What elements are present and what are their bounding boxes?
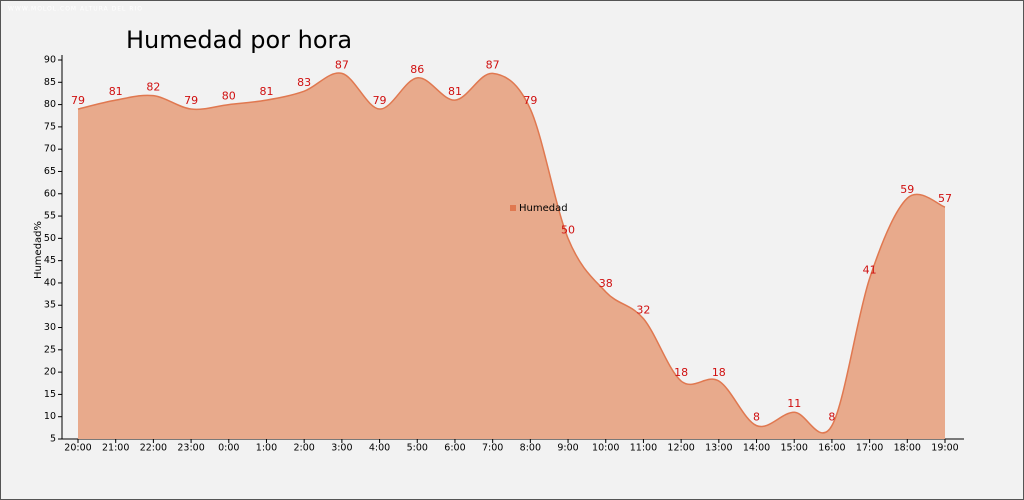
legend-swatch	[510, 205, 516, 211]
x-tick-label: 23:00	[177, 443, 204, 454]
x-tick-label: 14:00	[743, 443, 770, 454]
x-tick-label: 5:00	[407, 443, 428, 454]
value-label: 50	[561, 223, 575, 236]
value-label: 79	[373, 94, 387, 107]
y-tick-label: 70	[44, 144, 56, 155]
x-tick-label: 1:00	[256, 443, 277, 454]
value-label: 18	[712, 366, 726, 379]
y-axis-label: Humedad%	[33, 221, 44, 279]
value-label: 8	[828, 411, 835, 424]
y-tick-label: 5	[50, 434, 56, 445]
x-tick-label: 20:00	[64, 443, 91, 454]
value-label: 87	[335, 58, 349, 71]
legend-label: Humedad	[519, 203, 568, 214]
chart-title: Humedad por hora	[126, 26, 352, 54]
value-label: 41	[863, 263, 877, 276]
y-tick-label: 35	[44, 300, 56, 311]
y-tick-label: 20	[44, 367, 56, 378]
x-tick-label: 18:00	[894, 443, 921, 454]
x-tick-label: 8:00	[520, 443, 541, 454]
value-label: 11	[787, 397, 801, 410]
value-label: 81	[448, 85, 462, 98]
y-tick-label: 55	[44, 211, 56, 222]
x-tick-label: 6:00	[444, 443, 465, 454]
value-label: 81	[109, 85, 123, 98]
y-tick-label: 80	[44, 99, 56, 110]
x-tick-label: 10:00	[592, 443, 619, 454]
x-tick-label: 9:00	[557, 443, 578, 454]
value-label: 38	[599, 277, 613, 290]
y-tick-label: 60	[44, 188, 56, 199]
x-tick-label: 21:00	[102, 443, 129, 454]
value-label: 79	[523, 94, 537, 107]
value-label: 59	[900, 183, 914, 196]
value-label: 81	[259, 85, 273, 98]
watermark: WWW.MOLOL.COM ALTURA DEL RIO	[8, 6, 143, 13]
y-tick-label: 65	[44, 166, 56, 177]
y-tick-label: 85	[44, 77, 56, 88]
value-label: 18	[674, 366, 688, 379]
x-tick-label: 22:00	[140, 443, 167, 454]
y-tick-label: 30	[44, 322, 56, 333]
x-tick-label: 15:00	[781, 443, 808, 454]
x-tick-label: 13:00	[705, 443, 732, 454]
area	[78, 73, 945, 439]
x-tick-label: 2:00	[294, 443, 315, 454]
y-tick-label: 90	[44, 55, 56, 66]
y-tick-label: 40	[44, 277, 56, 288]
y-tick-label: 45	[44, 255, 56, 266]
value-label: 8	[753, 411, 760, 424]
x-tick-label: 19:00	[931, 443, 958, 454]
line	[77, 72, 946, 434]
value-label: 83	[297, 76, 311, 89]
x-tick-label: 11:00	[630, 443, 657, 454]
value-label: 79	[71, 94, 85, 107]
value-label: 82	[146, 81, 160, 94]
value-label: 32	[636, 304, 650, 317]
y-tick-label: 10	[44, 411, 56, 422]
x-tick-label: 16:00	[818, 443, 845, 454]
y-tick-label: 75	[44, 121, 56, 132]
y-tick-label: 25	[44, 344, 56, 355]
value-label: 80	[222, 90, 236, 103]
x-tick-label: 17:00	[856, 443, 883, 454]
value-label: 79	[184, 94, 198, 107]
value-label: 87	[486, 58, 500, 71]
y-tick-label: 15	[44, 389, 56, 400]
value-label: 86	[410, 63, 424, 76]
x-tick-label: 7:00	[482, 443, 503, 454]
y-tick-label: 50	[44, 233, 56, 244]
x-tick-label: 0:00	[218, 443, 239, 454]
x-tick-label: 4:00	[369, 443, 390, 454]
x-tick-label: 12:00	[667, 443, 694, 454]
x-tick-label: 3:00	[331, 443, 352, 454]
value-label: 57	[938, 192, 952, 205]
